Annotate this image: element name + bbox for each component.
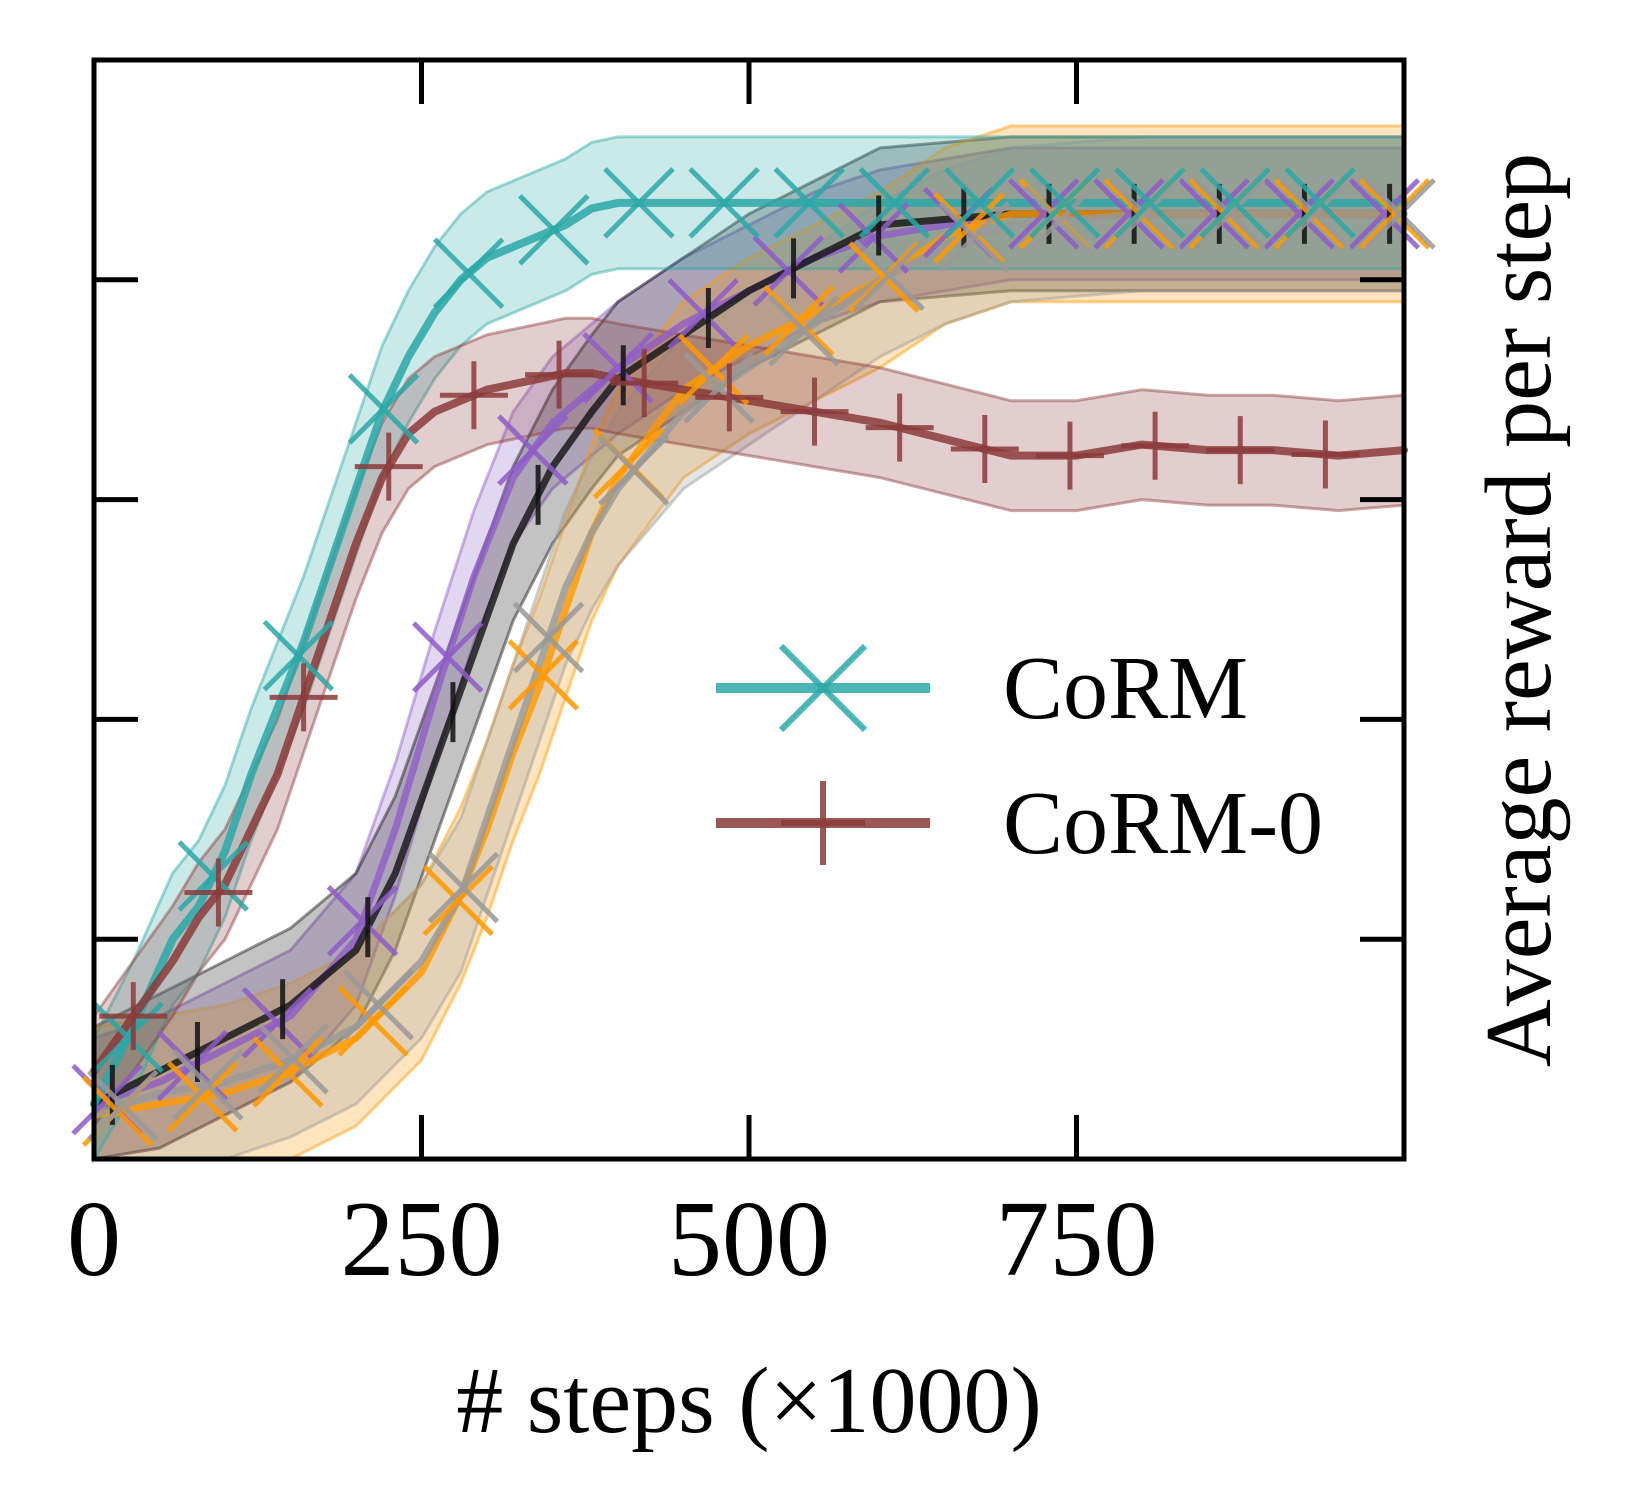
marker-corm [773, 167, 846, 239]
x-tick-label: 750 [996, 1180, 1158, 1299]
marker-corm-0 [865, 393, 934, 462]
marker-corm-0 [525, 340, 594, 409]
marker-baseline-purple [411, 621, 484, 693]
marker-baseline-orange [166, 1061, 239, 1133]
marker-baseline-gray [87, 1069, 159, 1142]
marker-corm [688, 167, 760, 239]
marker-baseline-purple [326, 885, 399, 957]
x-tick-label: 0 [67, 1180, 121, 1299]
y-axis-label: Average reward per step [1467, 153, 1571, 1067]
legend-marker [778, 643, 868, 733]
marker-corm [943, 167, 1016, 239]
x-tick-label: 500 [668, 1180, 830, 1299]
marker-baseline-purple [1263, 178, 1335, 250]
marker-corm-0 [439, 361, 508, 430]
marker-baseline-orange [422, 864, 494, 937]
marker-corm-0 [1121, 411, 1190, 480]
x-axis-label: # steps (×1000) [456, 1349, 1042, 1453]
marker-baseline-orange [337, 985, 409, 1057]
marker-baseline-purple [582, 331, 654, 404]
marker-baseline-gray [1194, 178, 1266, 250]
marker-baseline-purple [241, 986, 314, 1059]
marker-corm-0 [1035, 421, 1104, 490]
marker-corm [1028, 167, 1101, 239]
marker-baseline-gray [938, 201, 1011, 273]
x-tick-labels: 0 250 500 750 [67, 1180, 1158, 1299]
marker-baseline-orange [763, 284, 835, 357]
marker-baseline-gray [1279, 178, 1351, 250]
marker-baseline-purple [156, 1029, 229, 1102]
legend-marker [781, 781, 865, 865]
marker-corm-0 [269, 663, 338, 732]
series-markers [71, 167, 1436, 1147]
marker-baseline-gray [1108, 178, 1181, 250]
marker-baseline-orange [1359, 178, 1431, 250]
marker-corm [262, 619, 335, 692]
marker-baseline-gray [512, 601, 585, 674]
marker-corm [1114, 167, 1186, 239]
marker-baseline-purple [497, 414, 569, 486]
x-tick-label: 250 [341, 1180, 503, 1299]
marker-corm [518, 194, 590, 266]
marker-corm [858, 167, 931, 239]
marker-baseline-gray [597, 434, 670, 506]
marker-corm-0 [1291, 420, 1360, 489]
marker-corm-0 [610, 349, 679, 418]
marker-baseline-gray [1364, 178, 1436, 250]
marker-baseline-gray [257, 1023, 329, 1095]
marker-corm-0 [1206, 416, 1275, 485]
marker-baseline-purple [1093, 178, 1165, 250]
axis-ticks [91, 60, 1404, 1159]
marker-baseline-orange [933, 192, 1005, 264]
marker-baseline-gray [172, 1049, 244, 1121]
marker-baseline-gray [853, 239, 925, 311]
legend: CoRM CoRM-0 [716, 639, 1323, 873]
marker-corm [432, 237, 505, 309]
marker-corm [603, 167, 675, 239]
marker-corm-0 [354, 432, 423, 501]
marker-baseline-gray [342, 968, 415, 1041]
marker-baseline-purple [1178, 178, 1250, 250]
marker-corm-0 [184, 858, 253, 927]
marker-baseline-gray [683, 352, 755, 424]
legend-label: CoRM-0 [1003, 774, 1323, 873]
marker-baseline-purple [752, 235, 825, 307]
marker-corm-0 [780, 377, 849, 446]
marker-baseline-purple [1348, 178, 1421, 250]
marker-corm [1284, 167, 1356, 239]
marker-baseline-purple [1007, 178, 1080, 250]
marker-corm-0 [695, 363, 764, 432]
marker-baseline-purple [837, 202, 910, 274]
marker-corm [347, 373, 420, 445]
marker-baseline-gray [427, 851, 500, 924]
marker-corm-0 [950, 415, 1019, 484]
marker-baseline-gray [768, 295, 840, 367]
line-baseline-orange [90, 210, 1408, 1119]
legend-label: CoRM [1003, 639, 1248, 738]
marker-baseline-orange [252, 1036, 324, 1108]
marker-baseline-orange [677, 333, 750, 406]
marker-baseline-gray [1023, 185, 1096, 257]
marker-corm [1199, 167, 1271, 239]
marker-corm-0 [99, 982, 168, 1051]
marker-corm [177, 840, 249, 912]
